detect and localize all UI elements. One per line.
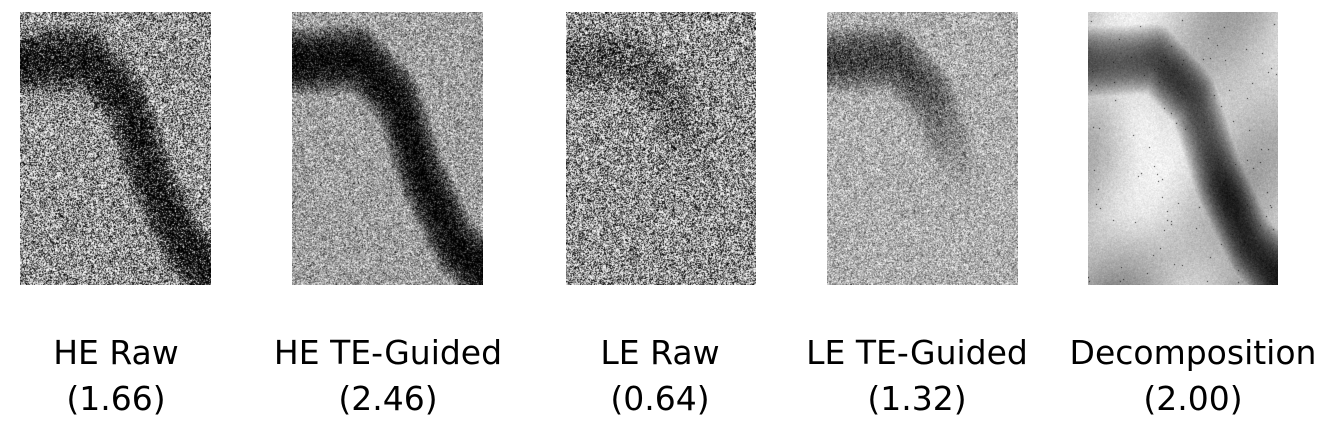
image-decomposition bbox=[1088, 12, 1278, 285]
image-he-te-guided bbox=[292, 12, 483, 285]
image-le-te-guided bbox=[827, 12, 1018, 285]
caption-decomposition: Decomposition (2.00) bbox=[1063, 330, 1323, 422]
caption-label: LE Raw bbox=[530, 330, 790, 376]
caption-he-te-guided: HE TE-Guided (2.46) bbox=[258, 330, 518, 422]
caption-label: LE TE-Guided bbox=[787, 330, 1047, 376]
caption-he-raw: HE Raw (1.66) bbox=[0, 330, 246, 422]
caption-value: (1.32) bbox=[787, 376, 1047, 422]
caption-le-te-guided: LE TE-Guided (1.32) bbox=[787, 330, 1047, 422]
image-he-raw bbox=[20, 12, 211, 285]
caption-value: (1.66) bbox=[0, 376, 246, 422]
caption-label: Decomposition bbox=[1063, 330, 1323, 376]
caption-value: (0.64) bbox=[530, 376, 790, 422]
caption-label: HE Raw bbox=[0, 330, 246, 376]
image-le-raw bbox=[566, 12, 756, 285]
caption-label: HE TE-Guided bbox=[258, 330, 518, 376]
caption-value: (2.46) bbox=[258, 376, 518, 422]
caption-le-raw: LE Raw (0.64) bbox=[530, 330, 790, 422]
caption-value: (2.00) bbox=[1063, 376, 1323, 422]
